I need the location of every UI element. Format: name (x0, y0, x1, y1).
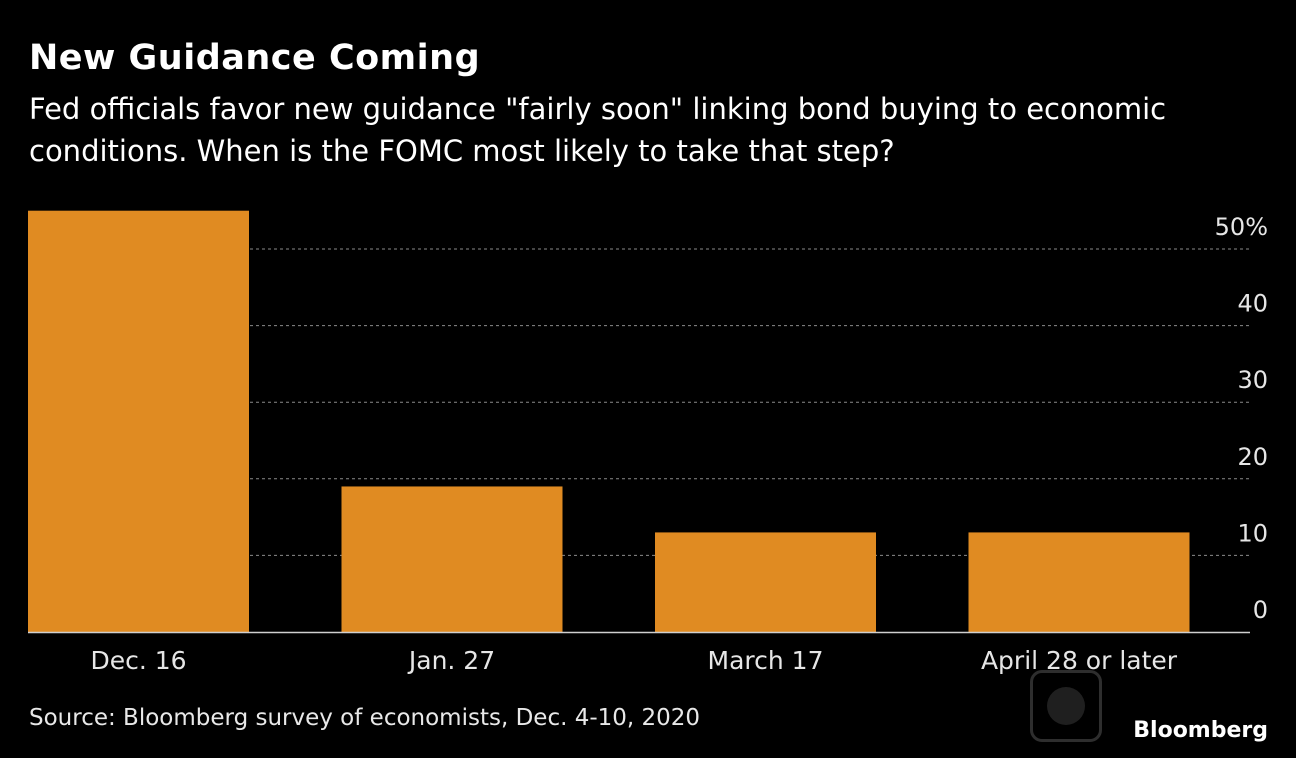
chart-title: New Guidance Coming (29, 38, 481, 78)
y-tick-label: 50% (1215, 213, 1268, 241)
x-tick-label: March 17 (708, 646, 824, 675)
y-tick-label: 10 (1237, 519, 1268, 547)
source-note: Source: Bloomberg survey of economists, … (29, 705, 701, 731)
y-tick-label: 0 (1253, 596, 1268, 624)
wikifx-logo-icon (1030, 670, 1102, 742)
bar-march-17 (655, 532, 876, 632)
bar-dec-16 (28, 210, 249, 632)
bars (28, 210, 1190, 632)
y-tick-label: 30 (1237, 366, 1268, 394)
chart-subtitle: Fed officials favor new guidance "fairly… (29, 92, 1167, 168)
y-tick-label: 40 (1237, 290, 1268, 318)
y-tick-label: 20 (1237, 443, 1268, 471)
x-tick-label: Dec. 16 (90, 646, 186, 675)
x-tick-label: Jan. 27 (407, 646, 495, 675)
bar-april-28-or-later (968, 532, 1190, 632)
bar-jan-27 (341, 486, 563, 632)
bloomberg-logo: Bloomberg (1133, 718, 1268, 743)
